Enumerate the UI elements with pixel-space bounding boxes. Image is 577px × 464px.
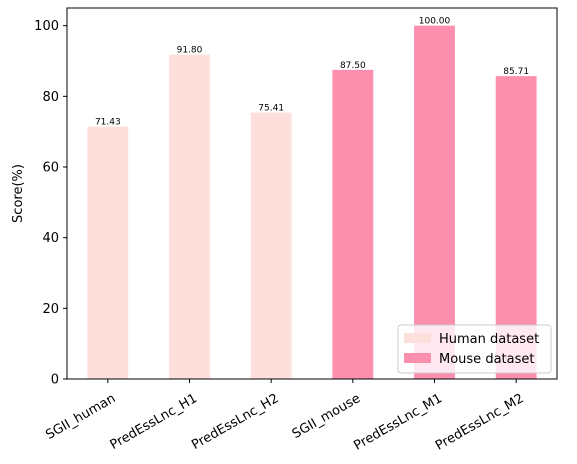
y-tick-label-20: 20 [42, 302, 59, 317]
value-labels-layer: 71.43 91.80 75.41 87.50 100.00 85.71 [95, 17, 529, 128]
bar-PredEssLnc_M1 [414, 25, 455, 380]
legend-label-0: Human dataset [439, 332, 539, 347]
y-axis: 0 20 40 60 80 100 [34, 19, 67, 388]
legend-label-1: Mouse dataset [439, 352, 534, 367]
y-axis-label: Score(%) [11, 164, 26, 223]
value-label-PredEssLnc_H1: 91.80 [177, 46, 203, 56]
legend-swatch-0 [404, 333, 431, 343]
value-label-SGII_human: 71.43 [95, 118, 121, 128]
value-label-PredEssLnc_M2: 85.71 [503, 67, 529, 77]
y-tick-label-40: 40 [42, 231, 59, 246]
bar-PredEssLnc_H1 [169, 54, 210, 379]
y-tick-label-0: 0 [51, 373, 59, 388]
value-label-SGII_mouse: 87.50 [340, 61, 366, 71]
bar-SGII_human [87, 126, 129, 379]
y-tick-label-60: 60 [42, 161, 59, 176]
plot-frame [66, 7, 558, 380]
legend: Human dataset Mouse dataset [397, 324, 552, 374]
value-label-PredEssLnc_M1: 100.00 [419, 17, 451, 27]
bars-layer [87, 25, 537, 380]
y-tick-label-80: 80 [42, 90, 59, 105]
legend-box [397, 324, 552, 374]
bar-PredEssLnc_H2 [250, 112, 292, 379]
legend-swatch-1 [404, 353, 431, 363]
value-label-PredEssLnc_H2: 75.41 [258, 104, 284, 114]
bar-SGII_mouse [332, 69, 374, 379]
y-tick-label-100: 100 [34, 19, 59, 34]
